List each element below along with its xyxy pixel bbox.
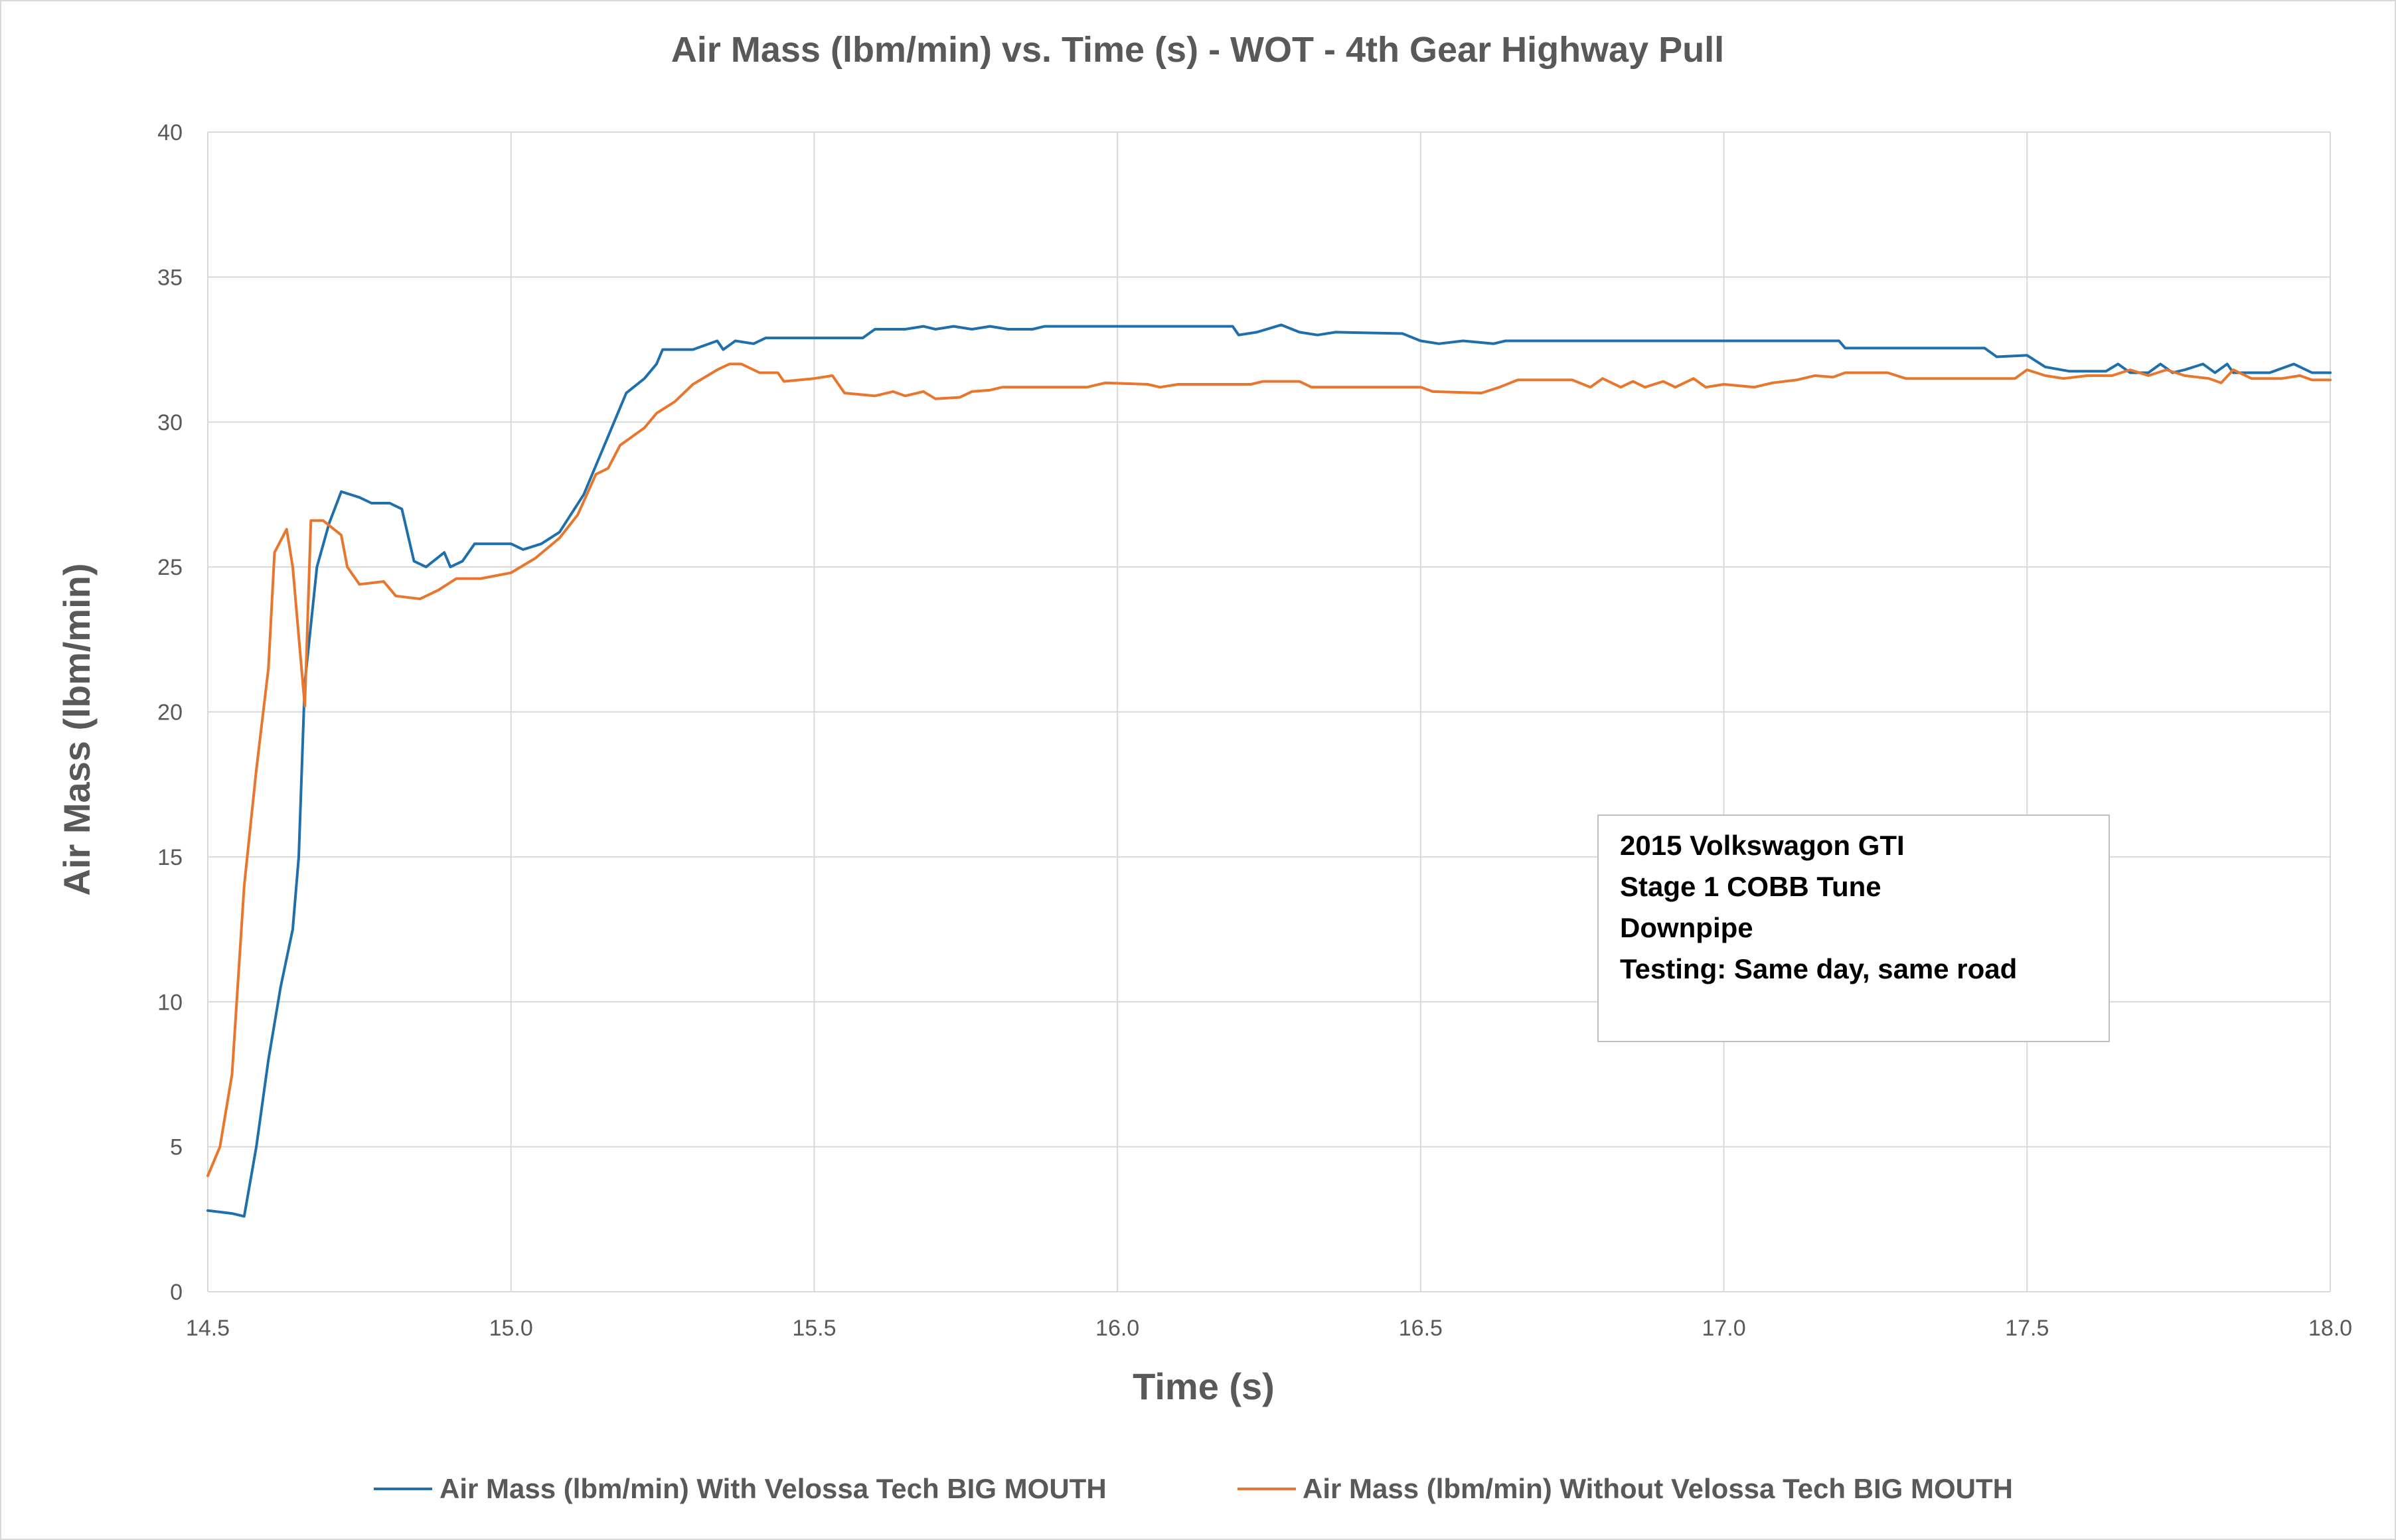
y-axis-title: Air Mass (lbm/min) [56,564,98,896]
x-tick-label: 17.0 [1702,1316,1745,1341]
legend-label-without: Air Mass (lbm/min) Without Velossa Tech … [1303,1473,2013,1504]
x-tick-label: 18.0 [2308,1316,2352,1341]
tick-labels: 0 5 10 15 20 25 30 35 40 14.5 15.0 15.5 16.0 16.5 17.0… [157,120,2352,1341]
annotation-line-1: 2015 Volkswagon GTI [1620,830,1905,861]
y-tick-label: 25 [157,555,183,580]
annotation-line-3: Downpipe [1620,912,1753,943]
x-tick-label: 14.5 [186,1316,230,1341]
series-lines [206,323,2332,1218]
x-tick-label: 16.5 [1399,1316,1443,1341]
y-tick-label: 30 [157,410,183,435]
annotation-line-2: Stage 1 COBB Tune [1620,871,1881,902]
y-tick-label: 5 [170,1135,183,1160]
y-tick-label: 40 [157,120,183,145]
annotation-frame [1597,814,2110,1042]
x-tick-label: 15.5 [792,1316,836,1341]
gridlines [207,131,2331,1292]
x-axis-title: Time (s) [1133,1365,1275,1407]
x-tick-label: 16.0 [1095,1316,1139,1341]
series-line-without [206,362,2332,1178]
y-tick-label: 0 [170,1280,183,1305]
series-line-with [206,323,2332,1218]
legend: Air Mass (lbm/min) With Velossa Tech BIG… [374,1473,2013,1504]
legend-label-with: Air Mass (lbm/min) With Velossa Tech BIG… [439,1473,1107,1504]
annotation-line-4: Testing: Same day, same road [1620,953,2017,984]
x-tick-label: 15.0 [489,1316,533,1341]
y-tick-label: 10 [157,990,183,1015]
x-tick-label: 17.5 [2005,1316,2049,1341]
annotation-box: 2015 Volkswagon GTI Stage 1 COBB Tune Do… [1597,814,2110,1042]
y-tick-label: 15 [157,845,183,870]
chart-title: Air Mass (lbm/min) vs. Time (s) - WOT - … [671,30,1724,70]
y-tick-label: 20 [157,700,183,726]
y-tick-label: 35 [157,265,183,290]
